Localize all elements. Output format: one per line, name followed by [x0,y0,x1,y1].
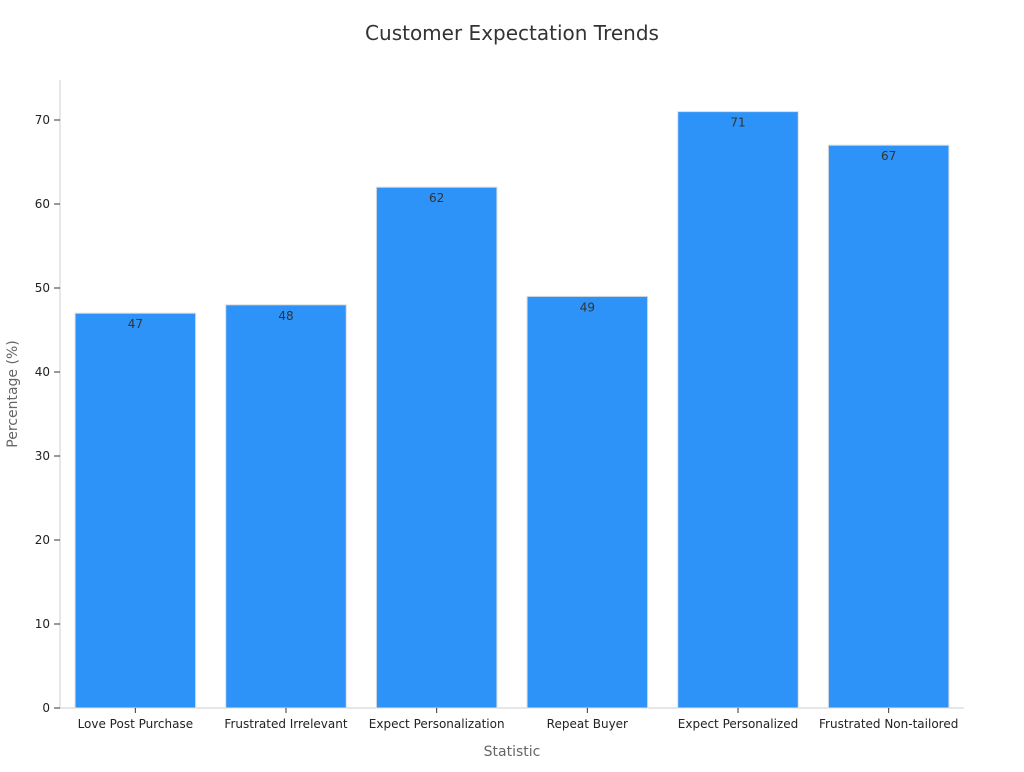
y-tick-label: 60 [35,197,50,211]
x-tick-label: Repeat Buyer [547,717,628,731]
y-tick-label: 20 [35,533,50,547]
y-tick-label: 30 [35,449,50,463]
y-tick-label: 10 [35,617,50,631]
chart-title: Customer Expectation Trends [365,21,659,45]
x-tick-label: Frustrated Non-tailored [819,717,958,731]
y-axis-label: Percentage (%) [5,340,21,447]
y-tick-label: 0 [42,701,50,715]
bar-value-label: 47 [128,317,143,331]
bar-value-label: 49 [580,300,595,314]
y-axis-ticks: 0 10 20 30 40 50 60 70 [35,113,60,715]
bar [375,186,498,709]
x-axis-label: Statistic [484,744,541,760]
bar [827,144,950,709]
x-tick-label: Love Post Purchase [78,717,194,731]
bars-group: 47 48 62 49 71 67 [74,111,950,709]
x-tick-label: Expect Personalization [369,717,505,731]
bar-value-label: 67 [881,149,896,163]
bar-value-label: 71 [730,116,745,130]
bar [526,295,649,709]
y-tick-label: 50 [35,281,50,295]
bar [74,312,197,709]
bar [677,111,799,709]
bar-value-label: 62 [429,191,444,205]
bar-value-label: 48 [278,309,293,323]
y-tick-label: 70 [35,113,50,127]
bar [225,304,347,709]
x-axis-ticks: Love Post Purchase Frustrated Irrelevant E… [78,708,958,731]
y-tick-label: 40 [35,365,50,379]
x-tick-label: Frustrated Irrelevant [224,717,347,731]
x-tick-label: Expect Personalized [678,717,798,731]
